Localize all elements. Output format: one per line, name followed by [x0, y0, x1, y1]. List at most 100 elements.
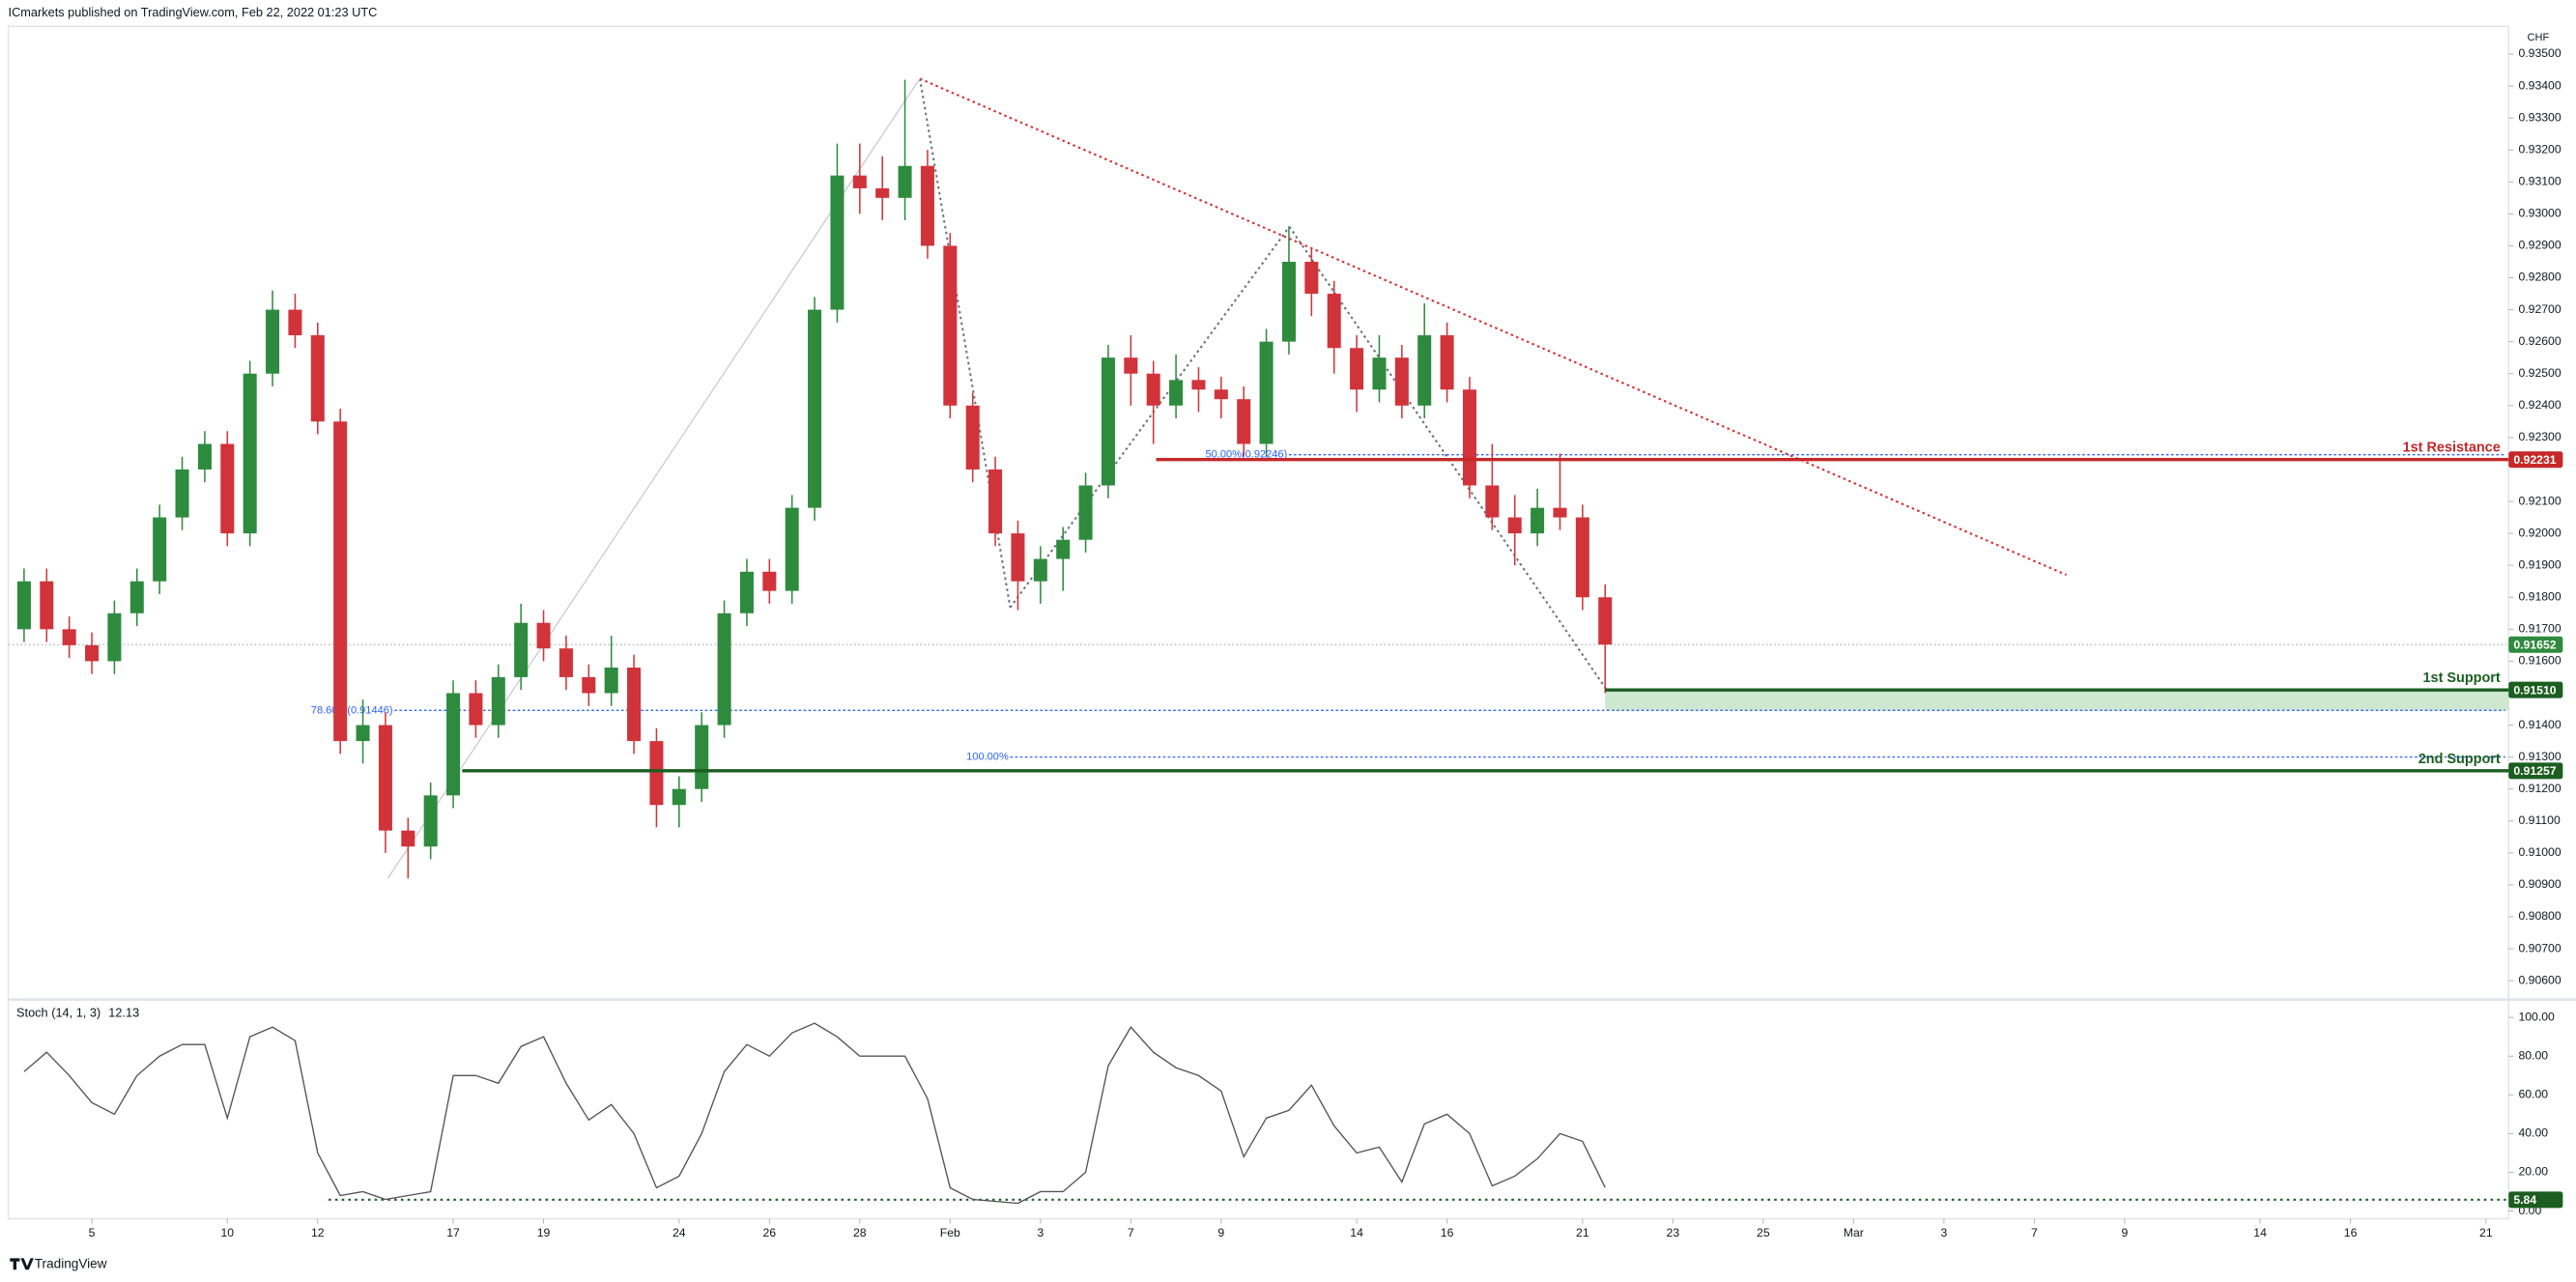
y-tick-label: 0.90800 — [2518, 909, 2561, 923]
candle-body — [1598, 597, 1613, 645]
candle-body — [582, 676, 596, 694]
candle-body — [920, 165, 934, 246]
candle-body — [672, 788, 686, 806]
candle-body — [1281, 261, 1296, 342]
candle-body — [1237, 399, 1251, 444]
candle-body — [943, 245, 958, 406]
candle-body — [1011, 533, 1025, 582]
level-tag-text: 0.91510 — [2513, 683, 2556, 697]
y-tick-label: 0.93200 — [2518, 142, 2561, 156]
candle-body — [491, 676, 505, 726]
candle-body — [1214, 389, 1228, 400]
candle-body — [356, 725, 370, 742]
candle-body — [16, 581, 31, 630]
currency-label: CHF — [2527, 32, 2549, 43]
candle-body — [1124, 357, 1138, 374]
candle-body — [243, 373, 257, 534]
y-tick-label: 0.91900 — [2518, 557, 2561, 571]
candle-body — [153, 517, 167, 582]
candle-body — [558, 648, 573, 677]
stoch-y-tick-label: 40.00 — [2518, 1126, 2548, 1140]
candle-body — [852, 175, 867, 188]
x-tick-label: 26 — [763, 1226, 777, 1239]
candle-body — [197, 443, 212, 470]
fib-label: 78.60%(0.91446) — [311, 704, 393, 716]
candle-body — [288, 309, 302, 336]
indicator-value: 12.13 — [108, 1005, 139, 1019]
candle-body — [446, 693, 461, 796]
y-tick-label: 0.92400 — [2518, 398, 2561, 412]
y-tick-label: 0.91700 — [2518, 622, 2561, 636]
y-tick-label: 0.92700 — [2518, 302, 2561, 316]
candle-body — [1553, 507, 1567, 518]
candle-body — [717, 613, 731, 726]
candle-body — [1259, 341, 1274, 444]
x-tick-label: 7 — [1128, 1226, 1134, 1239]
trendline — [1009, 225, 1291, 609]
trendline — [919, 77, 2067, 577]
level-tag-text: 0.92231 — [2513, 453, 2556, 467]
x-tick-label: 9 — [2121, 1226, 2128, 1239]
candle-body — [1191, 380, 1206, 390]
candle-body — [1417, 335, 1432, 406]
indicator-title: Stoch (14, 1, 3) — [16, 1005, 100, 1019]
candle-body — [62, 629, 76, 645]
x-tick-label: Feb — [940, 1226, 960, 1239]
candle-body — [129, 581, 144, 613]
candle-body — [695, 725, 709, 789]
y-tick-label: 0.91300 — [2518, 750, 2561, 763]
stoch-line — [23, 1022, 1606, 1205]
x-tick-label: 24 — [673, 1226, 686, 1239]
stoch-level-tag — [2508, 1191, 2563, 1209]
candle-body — [536, 622, 551, 649]
level-label: 2nd Support — [2419, 752, 2501, 767]
candle-body — [1056, 539, 1071, 559]
trendline — [1288, 226, 1608, 691]
y-tick-label: 0.93100 — [2518, 175, 2561, 188]
y-tick-label: 0.93000 — [2518, 207, 2561, 220]
candle-body — [107, 613, 122, 662]
x-tick-label: 3 — [1037, 1226, 1044, 1239]
y-tick-label: 0.92800 — [2518, 271, 2561, 284]
stoch-y-tick-label: 80.00 — [2518, 1048, 2548, 1062]
candle-body — [401, 830, 415, 847]
candle-body — [649, 741, 664, 806]
x-tick-label: 10 — [220, 1226, 234, 1239]
candle-body — [266, 309, 280, 374]
y-tick-label: 0.90700 — [2518, 941, 2561, 954]
y-tick-label: 0.91100 — [2518, 813, 2561, 827]
candle-body — [898, 165, 912, 198]
candle-body — [1146, 373, 1160, 406]
candle-body — [1440, 335, 1454, 390]
candle-body — [965, 405, 980, 470]
candle-body — [1575, 517, 1589, 598]
x-tick-label: 7 — [2031, 1226, 2038, 1239]
y-tick-label: 0.91800 — [2518, 589, 2561, 603]
logo-icon — [10, 1258, 34, 1270]
y-tick-label: 0.92600 — [2518, 334, 2561, 348]
candle-body — [469, 693, 483, 726]
candle-body — [1485, 485, 1500, 518]
y-tick-label: 0.91200 — [2518, 782, 2561, 795]
tradingview-logo — [10, 1258, 34, 1270]
x-tick-label: 14 — [2253, 1226, 2267, 1239]
level-tag — [2508, 451, 2563, 469]
candle-body — [1507, 517, 1522, 534]
stoch-y-tick-label: 60.00 — [2518, 1088, 2548, 1101]
candle-body — [1101, 357, 1115, 486]
candle-body — [423, 795, 438, 847]
fib-label: 50.00%(0.92246) — [1205, 449, 1287, 461]
y-tick-label: 0.92900 — [2518, 239, 2561, 252]
footer-brand: TradingView — [35, 1257, 107, 1271]
candle-body — [1531, 507, 1545, 534]
y-tick-label: 0.92000 — [2518, 526, 2561, 539]
y-tick-label: 0.93300 — [2518, 110, 2561, 124]
x-tick-label: 19 — [537, 1226, 551, 1239]
candle-body — [1304, 261, 1319, 295]
candle-body — [1372, 357, 1387, 390]
current-price-tag-text: 0.91652 — [2513, 638, 2556, 651]
candle-body — [988, 469, 1003, 534]
y-tick-label: 0.92500 — [2518, 366, 2561, 380]
x-tick-label: 28 — [853, 1226, 867, 1239]
